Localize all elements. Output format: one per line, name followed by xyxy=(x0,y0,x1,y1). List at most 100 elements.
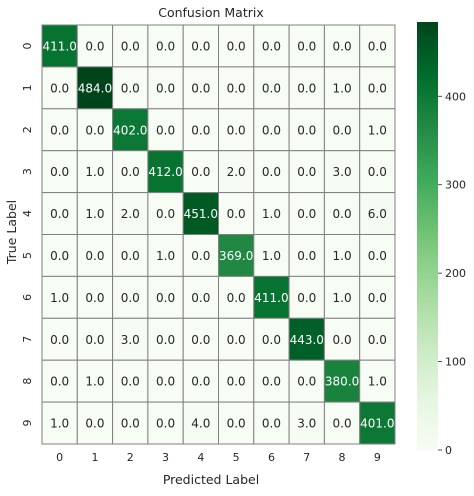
heatmap-cell-r0-c1 xyxy=(76,24,114,68)
cell-value-r4-c7: 0.0 xyxy=(297,207,316,221)
cell-value-r0-c1: 0.0 xyxy=(85,39,104,53)
cell-value-r5-c1: 0.0 xyxy=(85,249,104,263)
heatmap-cell-r4-c2 xyxy=(112,192,149,236)
y-tick-labels: 0 1 2 3 4 5 6 7 8 9 xyxy=(21,42,34,426)
heatmap-cell-r6-c4 xyxy=(182,275,219,319)
cell-value-r8-c2: 0.0 xyxy=(121,375,140,389)
cell-value-r2-c1: 0.0 xyxy=(85,123,104,137)
cell-value-r2-c7: 0.0 xyxy=(297,123,316,137)
y-tick-9: 9 xyxy=(21,420,34,427)
heatmap-cell-r4-c4 xyxy=(182,192,219,236)
cell-value-r7-c0: 0.0 xyxy=(50,333,69,347)
cell-value-r5-c7: 0.0 xyxy=(297,249,316,263)
heatmap-cell-r7-c9 xyxy=(359,317,396,361)
heatmap-cell-r8-c4 xyxy=(182,359,219,403)
colorbar: 0 100 200 300 400 xyxy=(417,22,466,457)
heatmap-cell-r5-c0 xyxy=(41,234,78,277)
cell-value-r3-c0: 0.0 xyxy=(50,165,69,179)
cell-value-r2-c2: 402.0 xyxy=(113,123,147,137)
cell-value-r5-c4: 0.0 xyxy=(191,249,210,263)
cell-value-r6-c6: 411.0 xyxy=(254,291,288,305)
cell-value-r2-c3: 0.0 xyxy=(156,123,175,137)
colorbar-tick-label-400: 400 xyxy=(445,90,466,103)
cell-value-r8-c5: 0.0 xyxy=(227,375,246,389)
cell-value-r5-c2: 0.0 xyxy=(121,249,140,263)
heatmap-cell-r2-c8 xyxy=(323,108,361,152)
heatmap-cell-r9-c9 xyxy=(359,401,396,445)
cell-value-r2-c5: 0.0 xyxy=(227,123,246,137)
heatmap-cell-r3-c7 xyxy=(288,150,325,194)
x-tick-3: 3 xyxy=(162,451,169,464)
heatmap-cell-r0-c8 xyxy=(323,24,361,68)
cell-value-r2-c4: 0.0 xyxy=(191,123,210,137)
heatmap-cell-r6-c2 xyxy=(112,275,149,319)
cell-value-r9-c2: 0.0 xyxy=(121,417,140,431)
heatmap-cell-r8-c5 xyxy=(218,359,255,403)
cell-value-r1-c8: 1.0 xyxy=(333,81,352,95)
cell-value-r3-c5: 2.0 xyxy=(227,165,246,179)
colorbar-tick-label-0: 0 xyxy=(445,444,452,457)
heatmap-cell-r8-c8 xyxy=(323,359,361,403)
heatmap-cell-r6-c7 xyxy=(288,275,325,319)
cell-value-r4-c4: 451.0 xyxy=(184,207,218,221)
cell-value-r4-c6: 1.0 xyxy=(262,207,281,221)
cell-value-r0-c0: 411.0 xyxy=(42,39,76,53)
x-tick-1: 1 xyxy=(91,451,98,464)
heatmap-cell-r2-c5 xyxy=(218,108,255,152)
cell-value-r9-c6: 0.0 xyxy=(262,417,281,431)
heatmap-cell-r7-c8 xyxy=(323,317,361,361)
cell-value-r6-c5: 0.0 xyxy=(227,291,246,305)
heatmap-cell-r4-c0 xyxy=(41,192,78,236)
heatmap-cell-r8-c6 xyxy=(253,359,290,403)
y-tick-3: 3 xyxy=(21,168,34,175)
cell-value-r4-c3: 0.0 xyxy=(156,207,175,221)
heatmap-cell-r8-c9 xyxy=(359,359,396,403)
cell-value-r1-c4: 0.0 xyxy=(191,81,210,95)
cell-value-r0-c5: 0.0 xyxy=(227,39,246,53)
cell-value-r7-c9: 0.0 xyxy=(368,333,387,347)
x-axis-label: Predicted Label xyxy=(163,472,259,487)
heatmap-cell-r9-c7 xyxy=(288,401,325,445)
cell-value-r0-c4: 0.0 xyxy=(191,39,210,53)
colorbar-tick-label-100: 100 xyxy=(445,356,466,369)
heatmap-cell-r5-c9 xyxy=(359,234,396,277)
cell-value-r7-c5: 0.0 xyxy=(227,333,246,347)
cell-value-r1-c9: 0.0 xyxy=(368,81,387,95)
cell-value-r8-c4: 0.0 xyxy=(191,375,210,389)
cell-value-r6-c3: 0.0 xyxy=(156,291,175,305)
heatmap-cell-r5-c1 xyxy=(76,234,114,277)
x-tick-6: 6 xyxy=(268,451,275,464)
cell-value-r0-c9: 0.0 xyxy=(368,39,387,53)
heatmap-cell-r2-c4 xyxy=(182,108,219,152)
cell-value-r9-c9: 401.0 xyxy=(360,417,394,431)
cell-value-r7-c6: 0.0 xyxy=(262,333,281,347)
heatmap-cell-r5-c8 xyxy=(323,234,361,277)
y-tick-1: 1 xyxy=(21,84,34,91)
cell-value-r4-c2: 2.0 xyxy=(121,207,140,221)
cell-value-r7-c8: 0.0 xyxy=(333,333,352,347)
heatmap-cell-r2-c0 xyxy=(41,108,78,152)
cell-value-r8-c3: 0.0 xyxy=(156,375,175,389)
cell-value-r1-c2: 0.0 xyxy=(121,81,140,95)
cell-value-r1-c6: 0.0 xyxy=(262,81,281,95)
cell-value-r7-c4: 0.0 xyxy=(191,333,210,347)
heatmap-cell-r0-c2 xyxy=(112,24,149,68)
cell-value-r8-c1: 1.0 xyxy=(85,375,104,389)
cell-value-r9-c5: 0.0 xyxy=(227,417,246,431)
x-tick-8: 8 xyxy=(339,451,346,464)
heatmap-cell-r4-c6 xyxy=(253,192,290,236)
heatmap-cell-r4-c5 xyxy=(218,192,255,236)
y-axis-label: True Label xyxy=(4,200,19,265)
cell-value-r3-c1: 1.0 xyxy=(85,165,104,179)
heatmap-cell-r7-c7 xyxy=(288,317,325,361)
cell-value-r0-c8: 0.0 xyxy=(333,39,352,53)
cell-value-r9-c3: 0.0 xyxy=(156,417,175,431)
heatmap-cell-r5-c7 xyxy=(288,234,325,277)
cell-value-r3-c2: 0.0 xyxy=(121,165,140,179)
heatmap-cell-r9-c8 xyxy=(323,401,361,445)
cell-value-r1-c3: 0.0 xyxy=(156,81,175,95)
heatmap-cell-r2-c9 xyxy=(359,108,396,152)
cell-value-r2-c0: 0.0 xyxy=(50,123,69,137)
